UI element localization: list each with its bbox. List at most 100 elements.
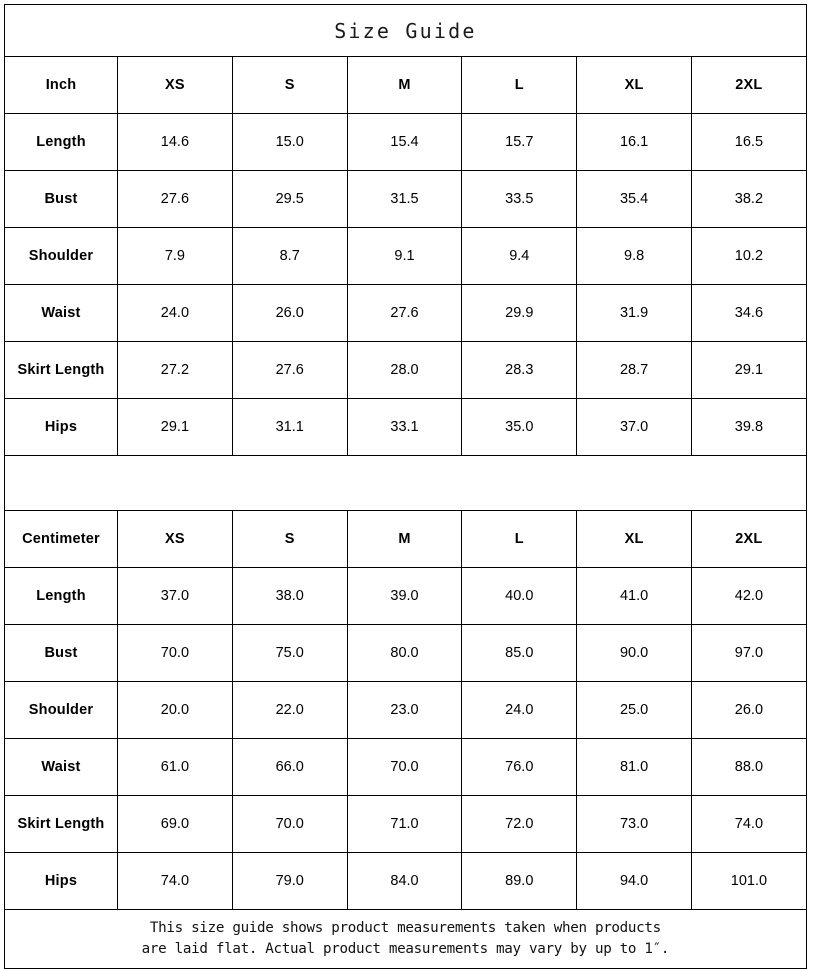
measurement-cell: 94.0 [576,852,692,910]
measurement-cell: 15.7 [461,113,578,171]
measurement-cell: 74.0 [117,852,233,910]
measurement-cell: 20.0 [117,681,233,739]
row-label: Length [4,567,118,625]
measurement-cell: 8.7 [231,227,348,285]
measurement-cell: 24.0 [117,284,233,342]
measurement-cell: 29.5 [231,170,348,228]
measurement-cell: 74.0 [690,795,807,853]
size-header-s: S [231,56,348,114]
table-row: Bust 27.6 29.5 31.5 33.5 35.4 38.2 [4,170,807,228]
measurement-cell: 73.0 [576,795,692,853]
unit-header-centimeter: Centimeter [4,510,118,568]
title-row: Size Guide [4,4,807,57]
row-label: Hips [4,398,118,456]
measurement-cell: 35.0 [461,398,578,456]
measurement-cell: 84.0 [346,852,463,910]
measurement-cell: 39.0 [346,567,463,625]
measurement-cell: 101.0 [690,852,807,910]
measurement-cell: 35.4 [576,170,692,228]
measurement-cell: 70.0 [117,624,233,682]
table-row: Shoulder 7.9 8.7 9.1 9.4 9.8 10.2 [4,227,807,285]
table-row: Waist 61.0 66.0 70.0 76.0 81.0 88.0 [4,738,807,796]
measurement-cell: 39.8 [690,398,807,456]
measurement-cell: 97.0 [690,624,807,682]
measurement-cell: 33.1 [346,398,463,456]
measurement-cell: 15.4 [346,113,463,171]
measurement-cell: 7.9 [117,227,233,285]
size-header-xs: XS [117,56,233,114]
size-header-2xl: 2XL [690,510,807,568]
size-header-xs: XS [117,510,233,568]
table-row: Skirt Length 27.2 27.6 28.0 28.3 28.7 29… [4,341,807,399]
measurement-cell: 27.6 [231,341,348,399]
size-header-l: L [461,510,578,568]
measurement-cell: 69.0 [117,795,233,853]
footer-note-line-2: are laid flat. Actual product measuremen… [141,941,670,957]
footer-note: This size guide shows product measuremen… [4,909,807,969]
measurement-cell: 80.0 [346,624,463,682]
measurement-cell: 75.0 [231,624,348,682]
row-label: Waist [4,284,118,342]
row-label: Skirt Length [4,795,118,853]
measurement-cell: 27.2 [117,341,233,399]
footer-note-row: This size guide shows product measuremen… [4,909,807,969]
measurement-cell: 33.5 [461,170,578,228]
size-guide-table: Size Guide Inch XS S M L XL 2XL Length 1… [4,4,807,969]
table-row: Length 37.0 38.0 39.0 40.0 41.0 42.0 [4,567,807,625]
measurement-cell: 27.6 [117,170,233,228]
size-header-l: L [461,56,578,114]
measurement-cell: 29.1 [690,341,807,399]
measurement-cell: 28.7 [576,341,692,399]
measurement-cell: 66.0 [231,738,348,796]
measurement-cell: 40.0 [461,567,578,625]
table-row: Bust 70.0 75.0 80.0 85.0 90.0 97.0 [4,624,807,682]
unit-header-inch: Inch [4,56,118,114]
measurement-cell: 9.4 [461,227,578,285]
measurement-cell: 79.0 [231,852,348,910]
measurement-cell: 22.0 [231,681,348,739]
row-label: Length [4,113,118,171]
size-header-2xl: 2XL [690,56,807,114]
measurement-cell: 42.0 [690,567,807,625]
measurement-cell: 9.8 [576,227,692,285]
table-row: Skirt Length 69.0 70.0 71.0 72.0 73.0 74… [4,795,807,853]
measurement-cell: 81.0 [576,738,692,796]
measurement-cell: 23.0 [346,681,463,739]
size-header-m: M [346,56,463,114]
table-spacer [4,455,807,511]
measurement-cell: 26.0 [690,681,807,739]
header-row-centimeter: Centimeter XS S M L XL 2XL [4,510,807,568]
measurement-cell: 15.0 [231,113,348,171]
table-row: Shoulder 20.0 22.0 23.0 24.0 25.0 26.0 [4,681,807,739]
row-label: Shoulder [4,681,118,739]
measurement-cell: 10.2 [690,227,807,285]
table-spacer-row [4,455,807,511]
table-row: Waist 24.0 26.0 27.6 29.9 31.9 34.6 [4,284,807,342]
measurement-cell: 28.3 [461,341,578,399]
header-row-inch: Inch XS S M L XL 2XL [4,56,807,114]
measurement-cell: 70.0 [346,738,463,796]
measurement-cell: 38.2 [690,170,807,228]
measurement-cell: 38.0 [231,567,348,625]
measurement-cell: 16.1 [576,113,692,171]
row-label: Bust [4,624,118,682]
measurement-cell: 29.9 [461,284,578,342]
footer-note-line-1: This size guide shows product measuremen… [149,919,661,936]
size-header-m: M [346,510,463,568]
measurement-cell: 14.6 [117,113,233,171]
page-title: Size Guide [4,4,807,57]
size-header-s: S [231,510,348,568]
measurement-cell: 70.0 [231,795,348,853]
measurement-cell: 24.0 [461,681,578,739]
measurement-cell: 29.1 [117,398,233,456]
row-label: Waist [4,738,118,796]
measurement-cell: 26.0 [231,284,348,342]
table-row: Hips 74.0 79.0 84.0 89.0 94.0 101.0 [4,852,807,910]
measurement-cell: 31.5 [346,170,463,228]
size-header-xl: XL [576,510,692,568]
measurement-cell: 25.0 [576,681,692,739]
measurement-cell: 34.6 [690,284,807,342]
measurement-cell: 41.0 [576,567,692,625]
measurement-cell: 89.0 [461,852,578,910]
measurement-cell: 85.0 [461,624,578,682]
